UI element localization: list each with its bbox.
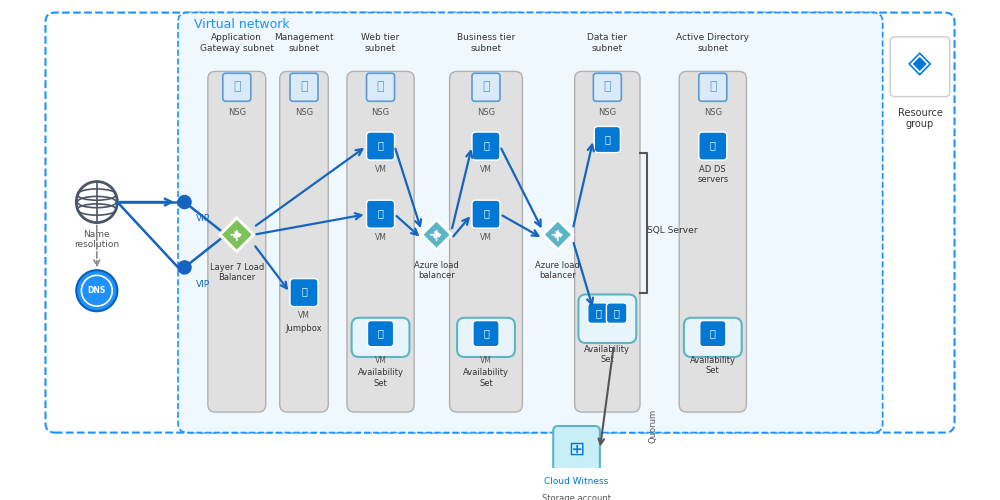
Text: Virtual network: Virtual network — [194, 18, 289, 31]
Text: 🖥: 🖥 — [378, 208, 383, 218]
FancyBboxPatch shape — [553, 426, 600, 472]
Text: Quorum: Quorum — [648, 409, 657, 443]
Text: ◈: ◈ — [908, 50, 932, 78]
Text: Availability
Set: Availability Set — [690, 356, 736, 376]
Text: Management
subnet: Management subnet — [274, 34, 334, 52]
FancyBboxPatch shape — [367, 132, 395, 160]
Text: Availability
Set: Availability Set — [463, 368, 509, 388]
Polygon shape — [543, 220, 573, 250]
Text: VM: VM — [480, 164, 492, 173]
Text: VIP: VIP — [196, 214, 210, 223]
FancyBboxPatch shape — [472, 74, 500, 102]
FancyBboxPatch shape — [473, 320, 499, 346]
Text: 🖥: 🖥 — [378, 328, 383, 338]
FancyBboxPatch shape — [352, 318, 409, 357]
Circle shape — [76, 182, 117, 222]
FancyBboxPatch shape — [290, 278, 318, 306]
Text: Azure load
balancer: Azure load balancer — [535, 261, 580, 280]
FancyBboxPatch shape — [208, 72, 266, 412]
Text: VM: VM — [375, 233, 386, 242]
FancyBboxPatch shape — [45, 12, 955, 432]
Polygon shape — [422, 220, 451, 250]
Text: Availability
Set: Availability Set — [358, 368, 404, 388]
FancyBboxPatch shape — [606, 303, 627, 324]
Text: 🖥: 🖥 — [378, 140, 383, 150]
Text: Storage account: Storage account — [542, 494, 611, 500]
Text: 🖥: 🖥 — [483, 208, 489, 218]
FancyBboxPatch shape — [450, 72, 522, 412]
Text: Application
Gateway subnet: Application Gateway subnet — [200, 34, 274, 52]
FancyBboxPatch shape — [593, 74, 621, 102]
FancyBboxPatch shape — [699, 74, 727, 102]
Text: 🗄: 🗄 — [595, 308, 601, 318]
Circle shape — [178, 196, 191, 208]
FancyBboxPatch shape — [684, 318, 742, 357]
Circle shape — [178, 261, 191, 274]
Text: 🔬: 🔬 — [710, 328, 716, 338]
FancyBboxPatch shape — [367, 320, 394, 346]
Text: NSG: NSG — [371, 108, 390, 117]
Text: VM: VM — [480, 356, 492, 365]
Text: NSG: NSG — [598, 108, 616, 117]
Text: ⛨: ⛨ — [233, 80, 241, 93]
Polygon shape — [220, 218, 254, 252]
Text: VM: VM — [480, 233, 492, 242]
Text: 🖥: 🖥 — [301, 286, 307, 296]
Text: AD DS
servers: AD DS servers — [697, 164, 728, 184]
FancyBboxPatch shape — [290, 74, 318, 102]
Text: 🗄: 🗄 — [614, 308, 620, 318]
FancyBboxPatch shape — [700, 320, 726, 346]
Circle shape — [76, 270, 117, 312]
Text: Jumpbox: Jumpbox — [286, 324, 322, 334]
FancyBboxPatch shape — [280, 72, 328, 412]
Text: 🖥: 🖥 — [483, 328, 489, 338]
Text: DNS: DNS — [88, 286, 106, 295]
Text: Layer 7 Load
Balancer: Layer 7 Load Balancer — [210, 262, 264, 282]
Text: ⛨: ⛨ — [604, 80, 611, 93]
Text: Resource
group: Resource group — [898, 108, 942, 130]
Text: NSG: NSG — [477, 108, 495, 117]
FancyBboxPatch shape — [457, 318, 515, 357]
Text: ⊞: ⊞ — [568, 440, 585, 459]
FancyBboxPatch shape — [367, 74, 395, 102]
Text: VM: VM — [375, 356, 386, 365]
FancyBboxPatch shape — [178, 12, 883, 432]
FancyBboxPatch shape — [578, 294, 636, 343]
FancyBboxPatch shape — [890, 37, 950, 96]
Text: 🔬: 🔬 — [710, 140, 716, 150]
Text: ⛨: ⛨ — [482, 80, 490, 93]
FancyBboxPatch shape — [575, 72, 640, 412]
Text: VM: VM — [375, 164, 386, 173]
FancyBboxPatch shape — [588, 303, 608, 324]
FancyBboxPatch shape — [594, 126, 620, 152]
Text: Availability
Set: Availability Set — [584, 345, 630, 364]
Text: Web tier
subnet: Web tier subnet — [361, 34, 400, 52]
Text: ⛨: ⛨ — [377, 80, 384, 93]
Text: Cloud Witness: Cloud Witness — [544, 478, 609, 486]
Text: Azure load
balancer: Azure load balancer — [414, 261, 459, 280]
Text: ⛨: ⛨ — [709, 80, 717, 93]
Text: 🗄: 🗄 — [604, 134, 610, 144]
FancyBboxPatch shape — [472, 132, 500, 160]
Text: NSG: NSG — [704, 108, 722, 117]
FancyBboxPatch shape — [679, 72, 746, 412]
Text: NSG: NSG — [295, 108, 313, 117]
Text: SQL Server: SQL Server — [647, 226, 697, 234]
Text: 🖥: 🖥 — [483, 140, 489, 150]
Text: NSG: NSG — [228, 108, 246, 117]
FancyBboxPatch shape — [367, 200, 395, 228]
Text: Business tier
subnet: Business tier subnet — [457, 34, 515, 52]
FancyBboxPatch shape — [223, 74, 251, 102]
FancyBboxPatch shape — [347, 72, 414, 412]
Text: Name
resolution: Name resolution — [74, 230, 119, 250]
Text: ⛨: ⛨ — [300, 80, 308, 93]
Text: Active Directory
subnet: Active Directory subnet — [676, 34, 749, 52]
Text: Data tier
subnet: Data tier subnet — [587, 34, 627, 52]
Text: VIP: VIP — [196, 280, 210, 288]
FancyBboxPatch shape — [472, 200, 500, 228]
Text: VM: VM — [298, 312, 310, 320]
FancyBboxPatch shape — [699, 132, 727, 160]
